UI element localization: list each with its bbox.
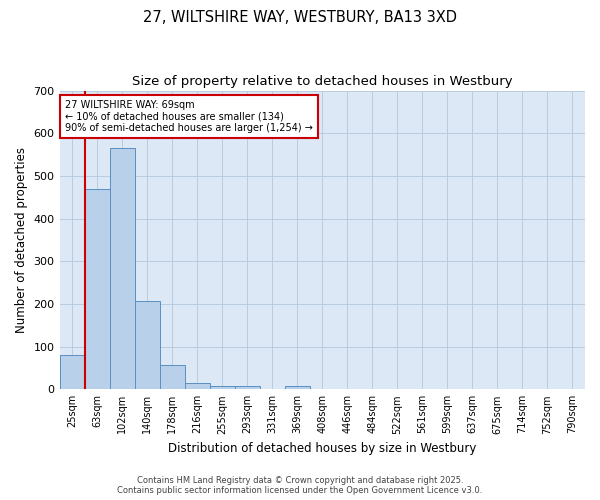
Bar <box>134 300 160 390</box>
Bar <box>160 364 185 390</box>
Bar <box>59 355 85 390</box>
X-axis label: Distribution of detached houses by size in Westbury: Distribution of detached houses by size … <box>168 442 476 455</box>
Y-axis label: Number of detached properties: Number of detached properties <box>15 147 28 333</box>
Bar <box>185 383 209 390</box>
Bar <box>110 148 134 390</box>
Bar <box>235 386 260 390</box>
Bar <box>285 386 310 390</box>
Text: Contains HM Land Registry data © Crown copyright and database right 2025.
Contai: Contains HM Land Registry data © Crown c… <box>118 476 482 495</box>
Title: Size of property relative to detached houses in Westbury: Size of property relative to detached ho… <box>132 75 512 88</box>
Text: 27, WILTSHIRE WAY, WESTBURY, BA13 3XD: 27, WILTSHIRE WAY, WESTBURY, BA13 3XD <box>143 10 457 25</box>
Bar <box>85 188 110 390</box>
Text: 27 WILTSHIRE WAY: 69sqm
← 10% of detached houses are smaller (134)
90% of semi-d: 27 WILTSHIRE WAY: 69sqm ← 10% of detache… <box>65 100 313 132</box>
Bar <box>209 386 235 390</box>
